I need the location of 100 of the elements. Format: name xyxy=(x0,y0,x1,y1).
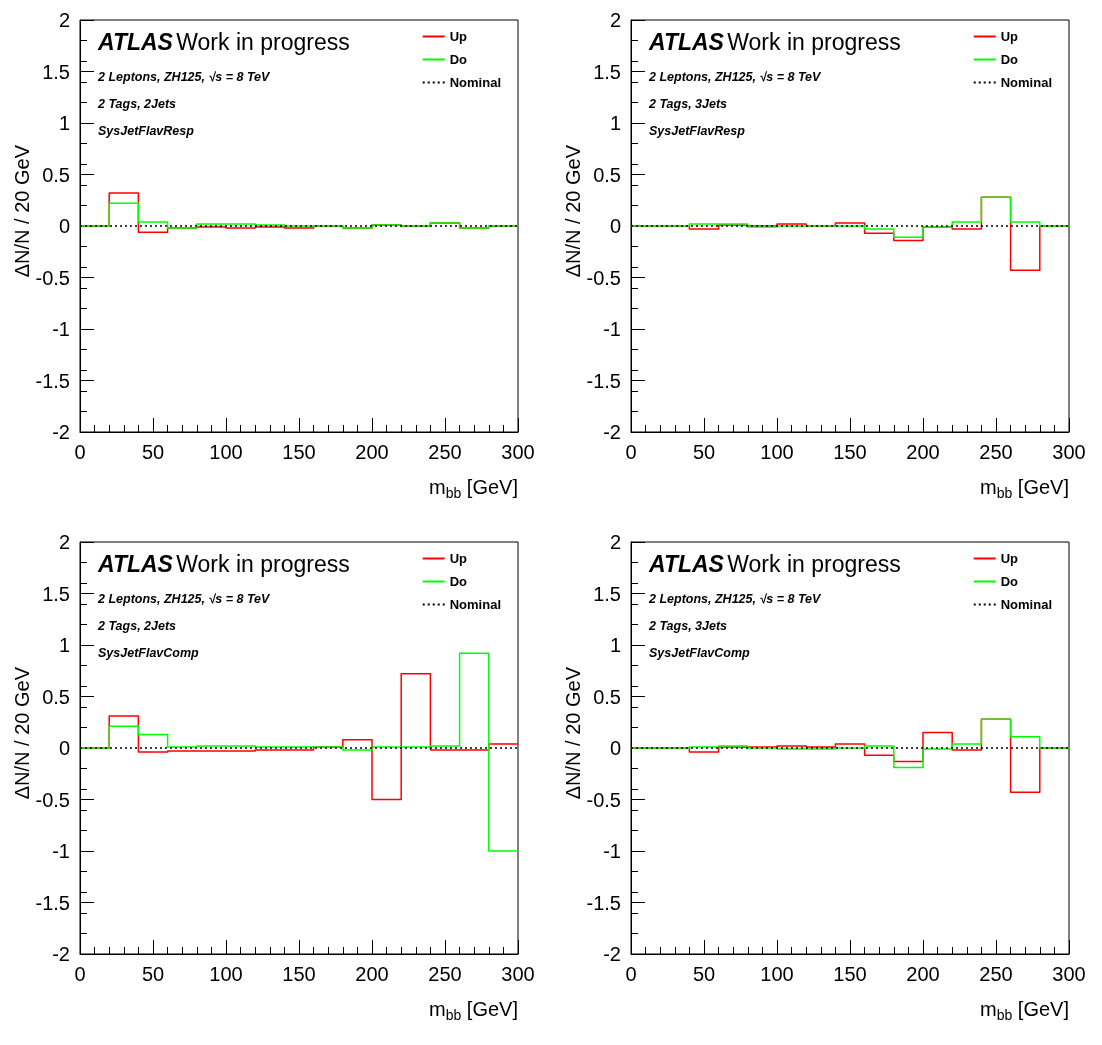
x-tick-label: 150 xyxy=(833,963,867,985)
annotation: SysJetFlavComp xyxy=(649,645,751,660)
y-tick-label: 1.5 xyxy=(42,582,70,605)
x-tick-label: 250 xyxy=(979,963,1013,985)
y-tick-label: 0.5 xyxy=(42,685,70,708)
legend-label: Nominal xyxy=(449,75,502,90)
y-tick-label: -2 xyxy=(52,421,70,443)
x-tick-label: 0 xyxy=(625,963,637,985)
x-tick-label: 250 xyxy=(428,963,462,985)
y-tick-label: -0.5 xyxy=(35,266,70,289)
y-tick-label: 0 xyxy=(58,215,70,237)
annotation: 2 Tags, 3Jets xyxy=(648,618,728,633)
y-tick-label: -1.5 xyxy=(586,891,621,914)
annotation: Work in progress xyxy=(727,28,901,55)
annotation: ATLAS xyxy=(648,28,725,55)
legend-label: Up xyxy=(449,551,468,566)
annotation: Work in progress xyxy=(727,550,901,577)
y-axis-title: ΔN/N / 20 GeV xyxy=(11,666,33,800)
annotation: Work in progress xyxy=(176,28,350,55)
x-tick-label: 300 xyxy=(501,963,535,985)
x-tick-label: 200 xyxy=(355,441,389,463)
x-tick-label: 0 xyxy=(74,963,86,985)
annotation: 2 Leptons, ZH125, √s = 8 TeV xyxy=(648,591,823,606)
annotation: Work in progress xyxy=(176,550,350,577)
y-tick-label: 1.5 xyxy=(593,60,621,83)
y-tick-label: 2 xyxy=(609,531,621,553)
annotation: 2 Tags, 2Jets xyxy=(97,618,177,633)
y-tick-label: 1 xyxy=(58,634,70,656)
annotation: ATLAS xyxy=(648,550,725,577)
y-tick-label: -1.5 xyxy=(35,369,70,392)
x-tick-label: 150 xyxy=(833,441,867,463)
x-tick-label: 150 xyxy=(282,963,316,985)
y-tick-label: -0.5 xyxy=(586,266,621,289)
annotation: 2 Leptons, ZH125, √s = 8 TeV xyxy=(97,69,272,84)
y-tick-label: 1 xyxy=(609,112,621,134)
y-tick-label: 0.5 xyxy=(593,163,621,186)
x-tick-label: 0 xyxy=(625,441,637,463)
y-tick-label: -2 xyxy=(603,421,621,443)
legend-label: Do xyxy=(1000,52,1019,67)
annotation: SysJetFlavResp xyxy=(649,123,746,138)
legend-label: Do xyxy=(449,574,468,589)
legend-label: Up xyxy=(1000,551,1019,566)
y-tick-label: -1.5 xyxy=(586,369,621,392)
y-tick-label: 2 xyxy=(609,9,621,31)
x-tick-label: 200 xyxy=(906,441,940,463)
y-tick-label: -1 xyxy=(603,840,621,862)
y-axis-title: ΔN/N / 20 GeV xyxy=(562,144,584,278)
annotation: 2 Leptons, ZH125, √s = 8 TeV xyxy=(97,591,272,606)
annotation: ATLAS xyxy=(97,28,174,55)
x-tick-label: 100 xyxy=(760,441,794,463)
x-tick-label: 50 xyxy=(692,963,716,985)
y-tick-label: 1 xyxy=(58,112,70,134)
annotation: 2 Leptons, ZH125, √s = 8 TeV xyxy=(648,69,823,84)
legend-label: Up xyxy=(1000,29,1019,44)
annotation: 2 Tags, 2Jets xyxy=(97,96,177,111)
y-tick-label: 0 xyxy=(609,215,621,237)
x-tick-label: 100 xyxy=(209,441,243,463)
y-tick-label: -2 xyxy=(603,943,621,965)
y-tick-label: -0.5 xyxy=(586,788,621,811)
y-tick-label: 0 xyxy=(58,737,70,759)
x-tick-label: 300 xyxy=(1052,441,1086,463)
x-tick-label: 200 xyxy=(355,963,389,985)
annotation: SysJetFlavResp xyxy=(98,123,195,138)
legend-label: Nominal xyxy=(449,597,502,612)
legend-label: Nominal xyxy=(1000,75,1053,90)
annotation: ATLAS xyxy=(97,550,174,577)
x-tick-label: 250 xyxy=(979,441,1013,463)
x-tick-label: 50 xyxy=(141,963,165,985)
annotation: SysJetFlavComp xyxy=(98,645,200,660)
annotation: 2 Tags, 3Jets xyxy=(648,96,728,111)
y-tick-label: -1 xyxy=(603,318,621,340)
x-tick-label: 0 xyxy=(74,441,86,463)
x-tick-label: 250 xyxy=(428,441,462,463)
y-tick-label: 2 xyxy=(58,531,70,553)
y-tick-label: 1.5 xyxy=(42,60,70,83)
y-tick-label: 1 xyxy=(609,634,621,656)
y-tick-label: 0.5 xyxy=(593,685,621,708)
y-axis-title: ΔN/N / 20 GeV xyxy=(11,144,33,278)
x-tick-label: 50 xyxy=(141,441,165,463)
y-axis-title: ΔN/N / 20 GeV xyxy=(562,666,584,800)
x-tick-label: 100 xyxy=(760,963,794,985)
x-tick-label: 200 xyxy=(906,963,940,985)
legend-label: Do xyxy=(449,52,468,67)
legend-label: Nominal xyxy=(1000,597,1053,612)
y-tick-label: -0.5 xyxy=(35,788,70,811)
y-tick-label: -2 xyxy=(52,943,70,965)
y-tick-label: 1.5 xyxy=(593,582,621,605)
x-tick-label: 100 xyxy=(209,963,243,985)
y-tick-label: -1.5 xyxy=(35,891,70,914)
x-tick-label: 300 xyxy=(501,441,535,463)
y-tick-label: 0 xyxy=(609,737,621,759)
legend-label: Do xyxy=(1000,574,1019,589)
x-tick-label: 50 xyxy=(692,441,716,463)
y-tick-label: 0.5 xyxy=(42,163,70,186)
y-tick-label: 2 xyxy=(58,9,70,31)
x-tick-label: 150 xyxy=(282,441,316,463)
legend-label: Up xyxy=(449,29,468,44)
y-tick-label: -1 xyxy=(52,318,70,340)
y-tick-label: -1 xyxy=(52,840,70,862)
x-tick-label: 300 xyxy=(1052,963,1086,985)
